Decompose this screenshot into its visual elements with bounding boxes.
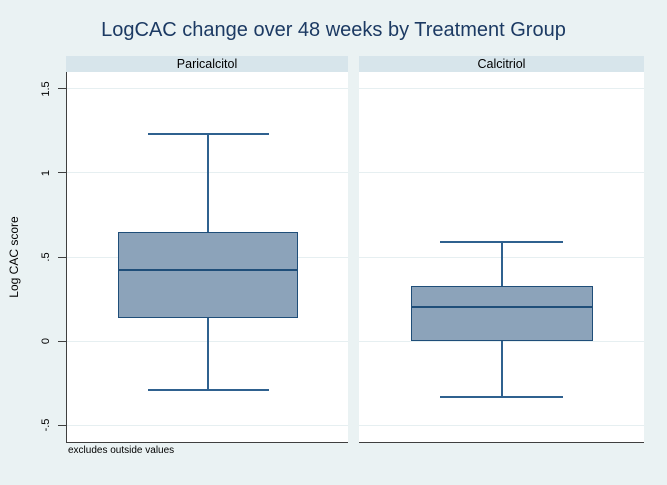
gridline <box>359 172 644 174</box>
whisker-lower-cap-paricalcitol <box>147 388 269 391</box>
panel-header-paricalcitol: Paricalcitol <box>66 56 348 72</box>
y-tick-label: -.5 <box>40 418 52 432</box>
panel-calcitriol: Calcitriol <box>359 56 644 443</box>
gridline <box>359 88 644 90</box>
whisker-upper-cap-paricalcitol <box>147 133 269 136</box>
y-tick-label: 1 <box>40 169 52 176</box>
y-tick-label: 0 <box>40 338 52 345</box>
whisker-lower-stem-paricalcitol <box>207 317 209 390</box>
box-paricalcitol <box>118 231 298 318</box>
whisker-upper-stem-paricalcitol <box>207 134 209 232</box>
plot-area-paricalcitol <box>66 72 348 443</box>
y-tick <box>58 424 66 426</box>
y-tick-label: .5 <box>40 252 52 262</box>
footnote: excludes outside values <box>68 445 175 456</box>
chart-title: LogCAC change over 48 weeks by Treatment… <box>101 19 566 41</box>
y-tick <box>58 256 66 258</box>
whisker-upper-stem-calcitriol <box>500 241 503 286</box>
median-line-paricalcitol <box>118 269 298 272</box>
whisker-lower-stem-calcitriol <box>500 341 503 397</box>
whisker-lower-cap-calcitriol <box>440 395 563 398</box>
gridline <box>359 424 644 426</box>
median-line-calcitriol <box>410 306 593 309</box>
y-tick <box>58 340 66 342</box>
y-tick <box>58 172 66 174</box>
whisker-upper-cap-calcitriol <box>440 240 563 243</box>
y-axis-label: Log CAC score <box>7 216 21 298</box>
gridline <box>67 88 348 90</box>
y-tick <box>58 88 66 90</box>
panel-paricalcitol: Paricalcitol <box>66 56 348 443</box>
y-tick-label: 1.5 <box>40 81 52 97</box>
plot-area-calcitriol <box>359 72 644 443</box>
panel-header-calcitriol: Calcitriol <box>359 56 644 72</box>
box-calcitriol <box>410 285 593 342</box>
gridline <box>67 424 348 426</box>
